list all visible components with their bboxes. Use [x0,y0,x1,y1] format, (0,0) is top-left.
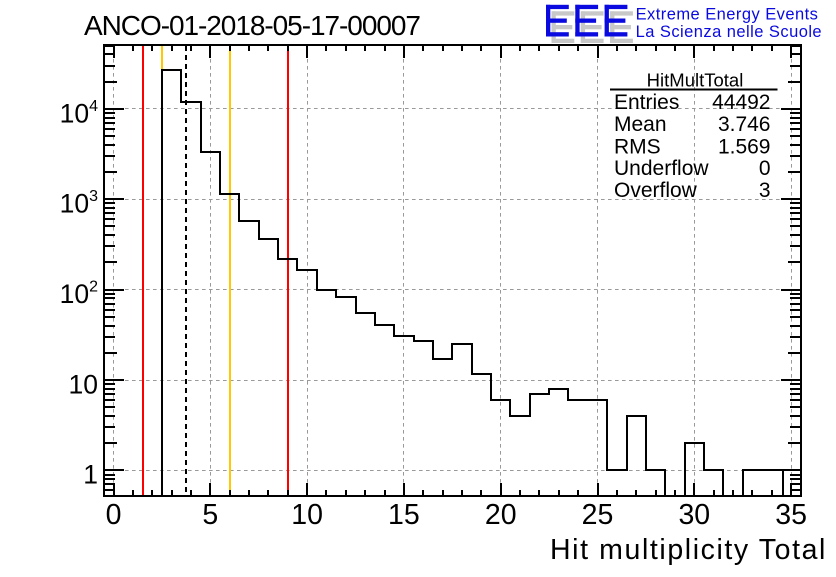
svg-text:Underflow: Underflow [614,157,709,180]
svg-text:1.569: 1.569 [718,136,771,159]
svg-text:Hit multiplicity Total: Hit multiplicity Total [550,534,827,566]
svg-text:0: 0 [106,499,122,531]
svg-text:25: 25 [582,499,614,531]
svg-text:44492: 44492 [712,91,770,114]
svg-text:30: 30 [678,499,710,531]
svg-text:La Scienza nelle Scuole: La Scienza nelle Scuole [636,23,822,41]
svg-text:Overflow: Overflow [614,179,698,202]
svg-text:1: 1 [83,460,98,490]
svg-text:15: 15 [388,499,420,531]
svg-text:5: 5 [202,499,218,531]
svg-text:20: 20 [485,499,517,531]
svg-text:35: 35 [775,499,807,531]
svg-text:ANCO-01-2018-05-17-00007: ANCO-01-2018-05-17-00007 [84,10,420,41]
svg-text:Extreme Energy Events: Extreme Energy Events [636,6,819,24]
svg-text:3: 3 [759,179,771,202]
svg-text:HitMultTotal: HitMultTotal [647,69,744,90]
svg-text:10: 10 [69,370,98,400]
svg-text:3.746: 3.746 [718,113,771,136]
svg-text:Entries: Entries [614,91,679,114]
svg-text:RMS: RMS [614,136,661,159]
svg-text:10: 10 [291,499,323,531]
svg-text:0: 0 [759,157,771,180]
svg-text:Mean: Mean [614,113,667,136]
